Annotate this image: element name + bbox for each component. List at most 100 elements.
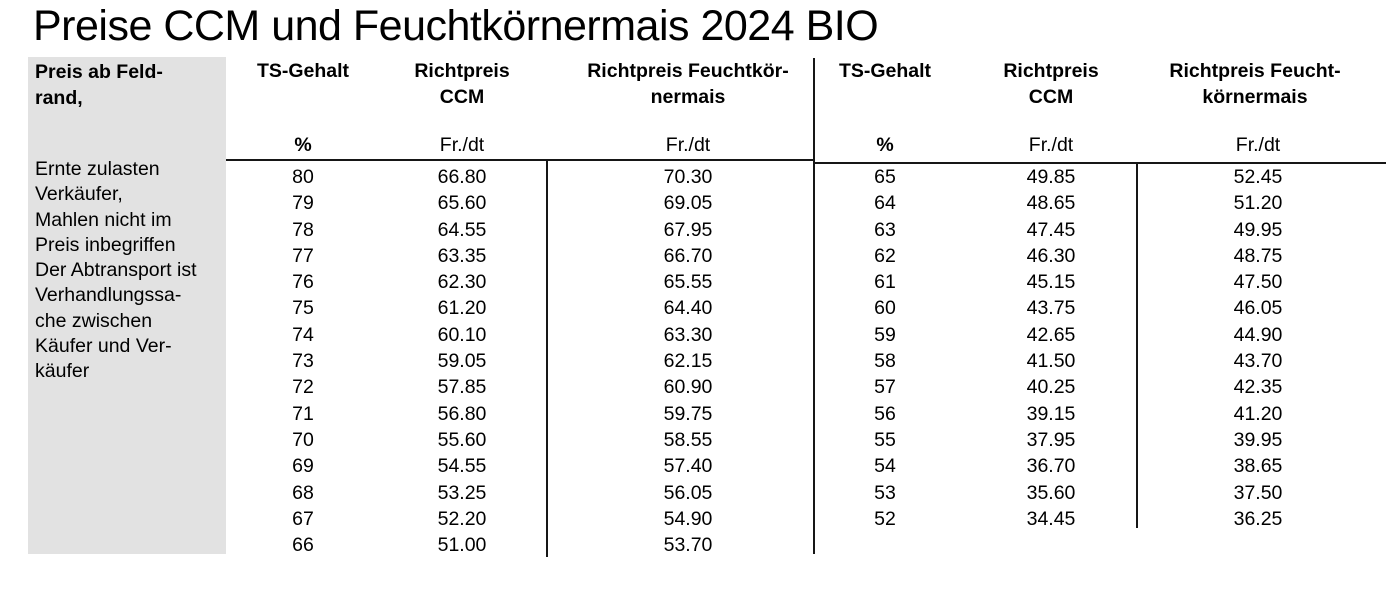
table-cell: 63.30 (663, 323, 713, 346)
divider-left-inner (546, 161, 548, 557)
table-cell: 40.25 (1026, 376, 1076, 399)
table-cell: 70 (292, 428, 314, 451)
table-cell: 66 (292, 534, 314, 557)
page-title: Preise CCM und Feuchtkörnermais 2024 BIO (33, 2, 879, 50)
table-cell: 47.50 (1233, 271, 1283, 294)
table-cell: 37.95 (1026, 428, 1076, 451)
table-cell: 53 (874, 481, 896, 504)
unit-feucht-right: Fr./dt (1235, 134, 1281, 156)
table-cell: 59.05 (437, 350, 487, 373)
header-feucht-right: Richtpreis Feucht- körnermais (1169, 60, 1341, 108)
ts-column-left: 80 79 78 77 76 75 74 73 72 71 70 69 68 67 66 (243, 164, 363, 558)
table-cell: 39.15 (1026, 402, 1076, 425)
table-cell: 63.35 (437, 244, 487, 267)
table-cell: 68 (292, 481, 314, 504)
sidebar-note: Preis ab Feld- rand, Ernte zulasten Verk… (28, 57, 226, 554)
table-cell: 39.95 (1233, 428, 1283, 451)
sidebar-note-line: Verkäufer, (35, 183, 123, 206)
table-cell: 65.55 (663, 271, 713, 294)
table-cell: 64.55 (437, 218, 487, 241)
header-ts-right: TS-Gehalt (838, 60, 932, 82)
table-cell: 42.65 (1026, 323, 1076, 346)
sidebar-note-line: käufer (35, 360, 90, 383)
sidebar-note-line: Mahlen nicht im (35, 208, 172, 231)
table-cell: 44.90 (1233, 323, 1283, 346)
sidebar-note-line: Preis inbegriffen (35, 233, 176, 256)
table-cell: 54.55 (437, 455, 487, 478)
unit-ccm-right: Fr./dt (1028, 134, 1074, 156)
table-cell: 47.45 (1026, 218, 1076, 241)
table-cell: 48.75 (1233, 244, 1283, 267)
table-cell: 51.00 (437, 534, 487, 557)
table-cell: 65.60 (437, 192, 487, 215)
table-cell: 52 (874, 507, 896, 530)
table-cell: 63 (874, 218, 896, 241)
header-ts-left: TS-Gehalt (256, 60, 350, 82)
table-cell: 61.20 (437, 297, 487, 320)
table-cell: 75 (292, 297, 314, 320)
table-cell: 38.65 (1233, 455, 1283, 478)
table-cell: 62.30 (437, 271, 487, 294)
sidebar-note-line: che zwischen (35, 309, 153, 332)
table-cell: 72 (292, 376, 314, 399)
header-ccm-left: Richtpreis CCM (414, 60, 510, 108)
unit-ts-right: % (876, 134, 894, 156)
table-cell: 67 (292, 507, 314, 530)
table-cell: 35.60 (1026, 481, 1076, 504)
header-ccm-right: Richtpreis CCM (1003, 60, 1099, 108)
header-rule-right (814, 162, 1386, 164)
table-cell: 51.20 (1233, 192, 1283, 215)
table-cell: 64.40 (663, 297, 713, 320)
table-cell: 57.40 (663, 455, 713, 478)
table-cell: 60 (874, 297, 896, 320)
table-cell: 67.95 (663, 218, 713, 241)
sidebar-note-line: Der Abtransport ist (35, 259, 197, 282)
table-cell: 74 (292, 323, 314, 346)
sidebar-note-line: Käufer und Ver- (35, 335, 172, 358)
table-cell: 54 (874, 455, 896, 478)
table-cell: 36.70 (1026, 455, 1076, 478)
table-cell: 49.85 (1026, 166, 1076, 188)
sidebar-note-line: Ernte zulasten (35, 158, 160, 180)
table-cell: 69.05 (663, 192, 713, 215)
table-cell: 76 (292, 271, 314, 294)
table-cell: 56.05 (663, 481, 713, 504)
sidebar-note-line: Verhandlungssa- (35, 284, 182, 307)
ccm-column-right: 49.85 48.65 47.45 46.30 45.15 43.75 42.65 41.50… (971, 164, 1131, 532)
table-cell: 56 (874, 402, 896, 425)
unit-feucht-left: Fr./dt (665, 134, 711, 156)
table-cell: 53.25 (437, 481, 487, 504)
table-cell: 52.45 (1233, 166, 1283, 188)
table-cell: 34.45 (1026, 507, 1076, 530)
table-cell: 56.80 (437, 402, 487, 425)
table-cell: 57 (874, 376, 896, 399)
table-cell: 59 (874, 323, 896, 346)
table-cell: 48.65 (1026, 192, 1076, 215)
table-cell: 64 (874, 192, 896, 215)
ccm-column-left: 66.80 65.60 64.55 63.35 62.30 61.20 60.10 59.05… (382, 164, 542, 558)
unit-ccm-left: Fr./dt (439, 134, 485, 156)
unit-ts-left: % (294, 134, 312, 156)
table-cell: 73 (292, 350, 314, 373)
table-cell: 77 (292, 244, 314, 267)
table-cell: 66.80 (437, 166, 487, 188)
table-cell: 45.15 (1026, 271, 1076, 294)
table-cell: 49.95 (1233, 218, 1283, 241)
table-cell: 70.30 (663, 166, 713, 188)
table-cell: 78 (292, 218, 314, 241)
table-cell: 69 (292, 455, 314, 478)
sidebar-note-header: Preis ab Feld- rand, (35, 61, 163, 109)
header-rule-left (226, 159, 814, 161)
table-cell: 37.50 (1233, 481, 1283, 504)
divider-mid (813, 58, 815, 554)
table-cell: 59.75 (663, 402, 713, 425)
table-cell: 55.60 (437, 428, 487, 451)
table-cell: 66.70 (663, 244, 713, 267)
table-cell: 60.90 (663, 376, 713, 399)
table-cell: 62 (874, 244, 896, 267)
table-cell: 42.35 (1233, 376, 1283, 399)
table-cell: 58.55 (663, 428, 713, 451)
feucht-column-left: 70.30 69.05 67.95 66.70 65.55 64.40 63.30 62.15… (608, 164, 768, 558)
table-cell: 57.85 (437, 376, 487, 399)
